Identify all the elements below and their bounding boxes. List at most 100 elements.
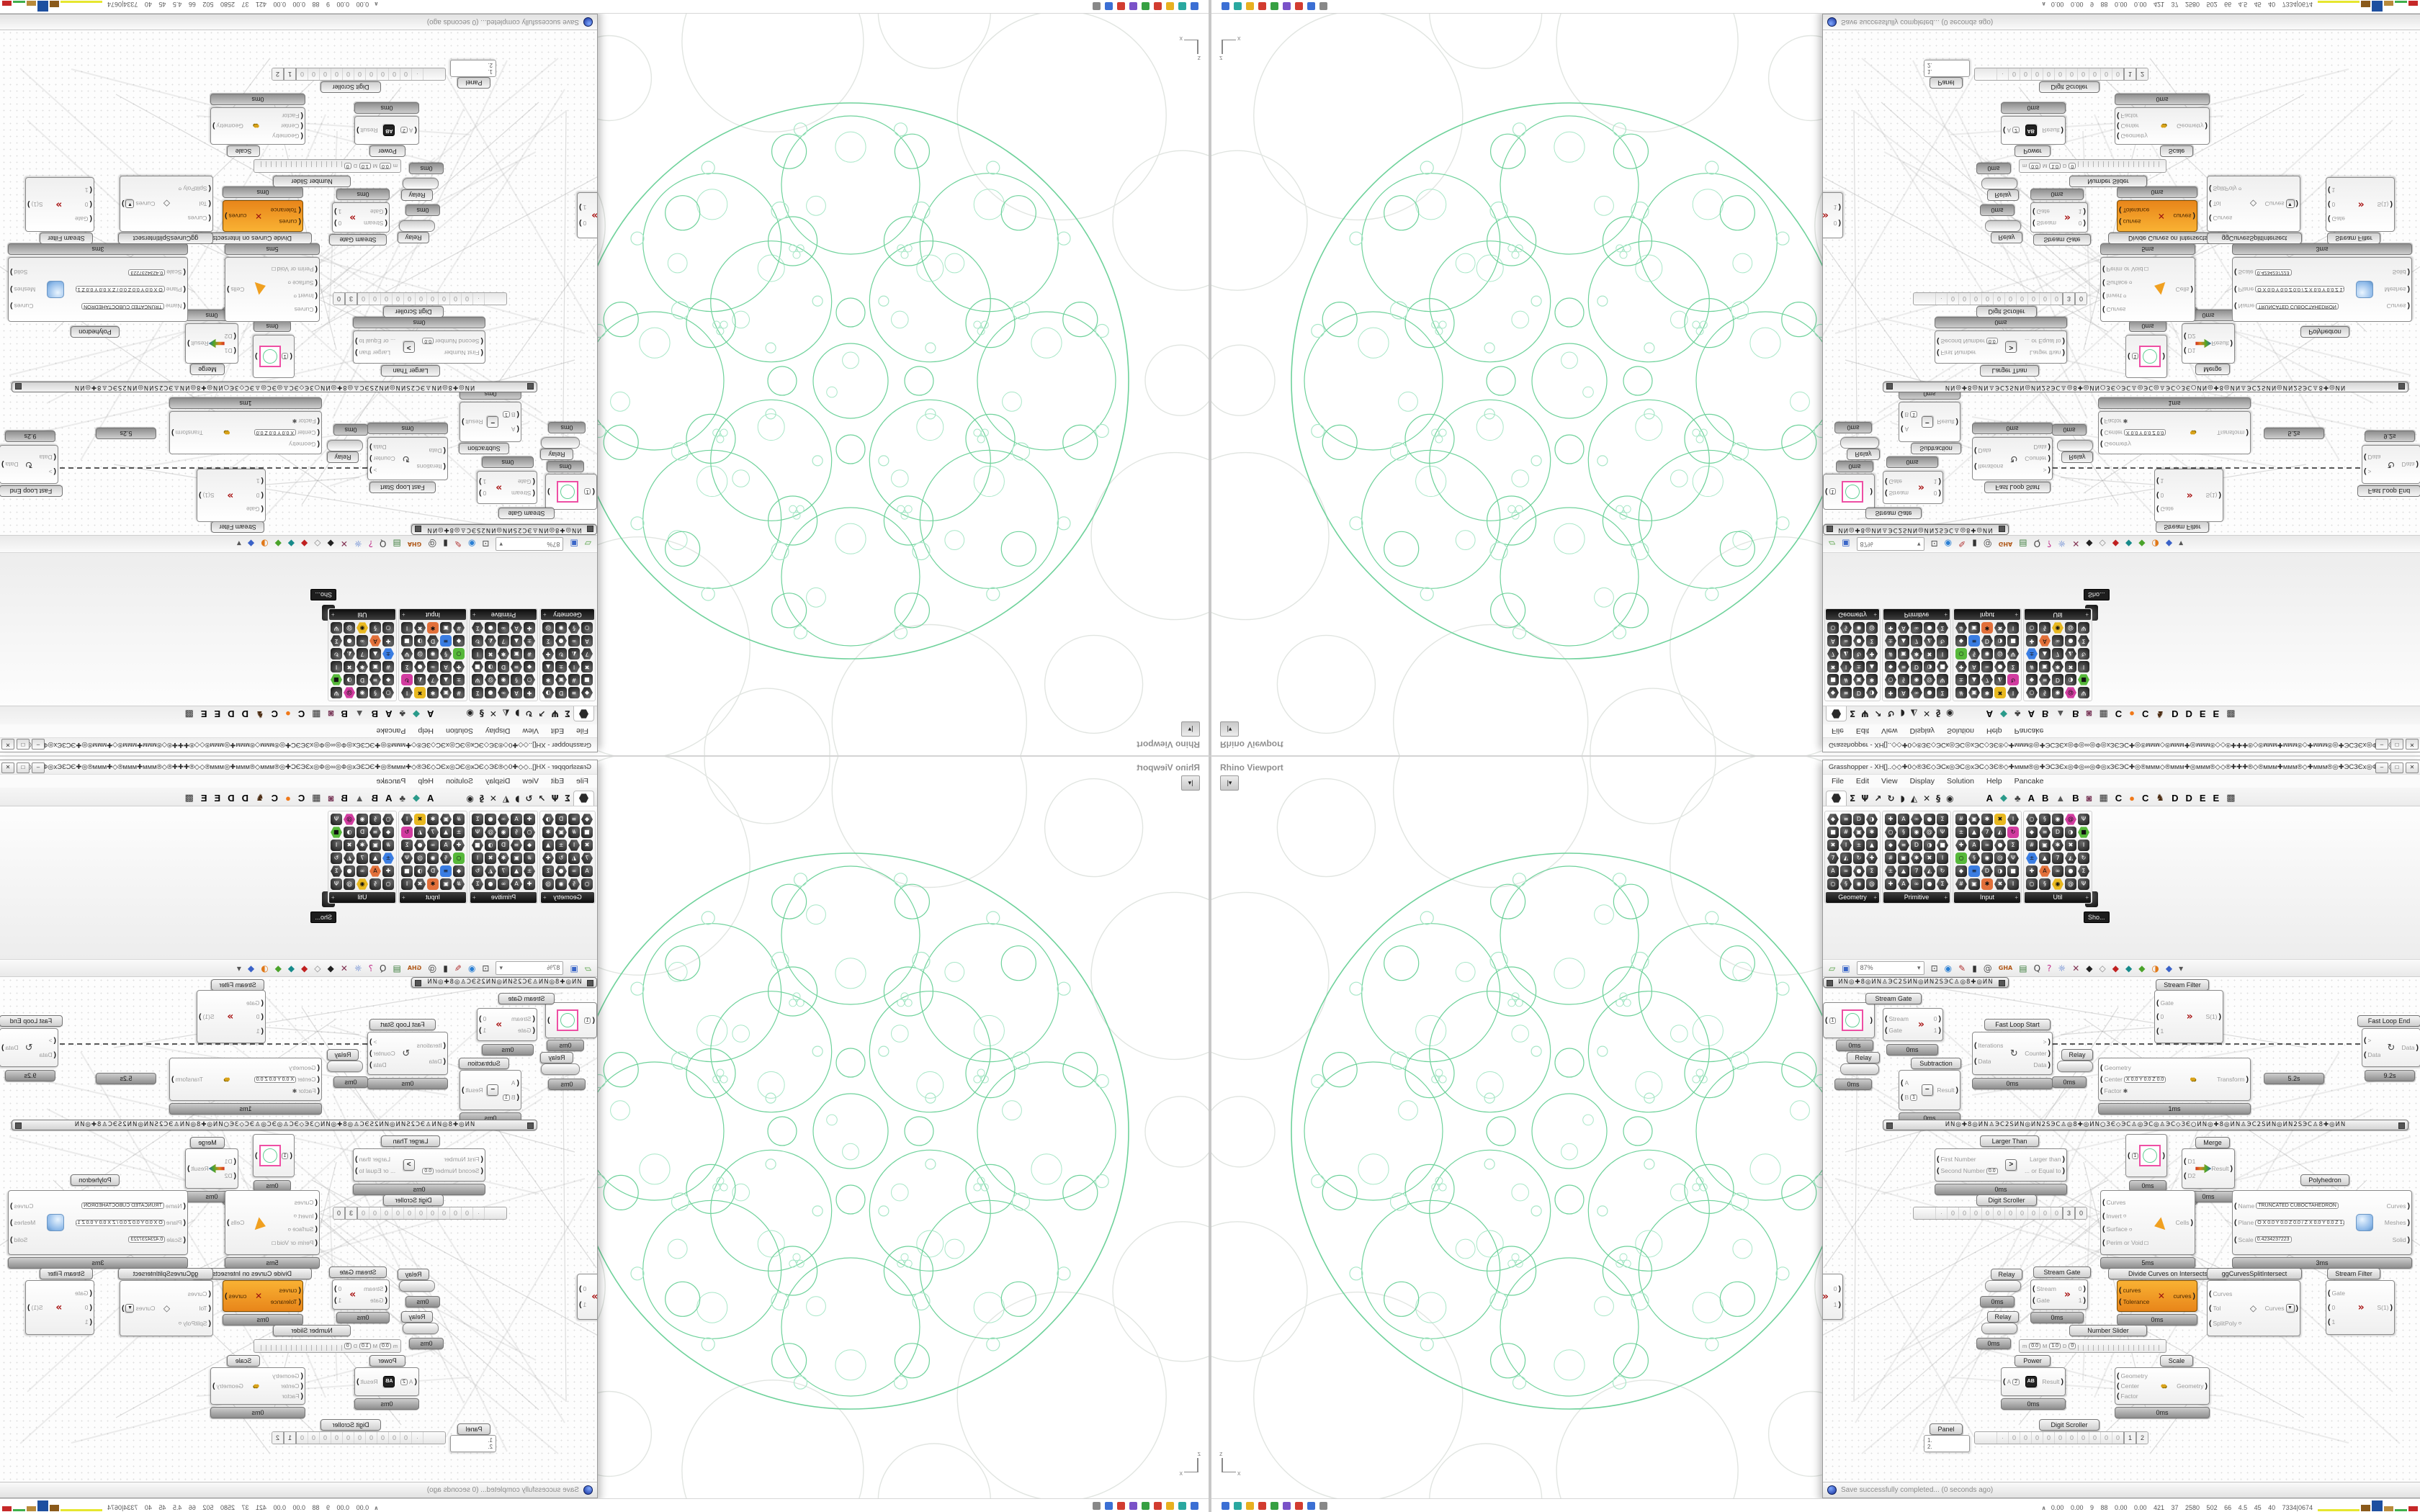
tab-plugin-13[interactable]: D bbox=[241, 793, 248, 804]
component-icon[interactable]: ▣ bbox=[440, 687, 452, 698]
taskbar-icon[interactable] bbox=[1166, 2, 1174, 10]
component-icon[interactable]: ≡ bbox=[440, 865, 452, 877]
minimize-button[interactable]: – bbox=[32, 739, 45, 750]
tab-plugin-3[interactable]: A bbox=[385, 708, 393, 719]
component-icon[interactable]: § bbox=[2039, 878, 2051, 890]
tab-plugin-7[interactable]: ◙ bbox=[2086, 793, 2092, 804]
component-icon[interactable]: § bbox=[369, 622, 381, 634]
component-icon[interactable]: ▲ bbox=[1968, 827, 1980, 838]
component-icon[interactable]: ○ bbox=[1885, 674, 1896, 685]
component-icon[interactable]: ✱ bbox=[427, 622, 439, 634]
component-icon[interactable]: I bbox=[2007, 622, 2019, 634]
gh-component[interactable]: (curves(Tolerance ✕ curves) bbox=[223, 200, 303, 232]
component-icon[interactable]: A bbox=[511, 622, 522, 634]
component-icon[interactable]: ✱ bbox=[427, 814, 439, 825]
component-icon[interactable]: 7 bbox=[427, 827, 439, 838]
component-icon[interactable]: # bbox=[382, 840, 394, 851]
maximize-button[interactable]: □ bbox=[17, 762, 30, 773]
gh-component[interactable]: (Geometry(Center X 0.0 Y 0.0 Z 0.0(Factor… bbox=[169, 411, 322, 454]
gh-component[interactable]: (1) bbox=[2125, 335, 2167, 378]
tab-plugin-3[interactable]: A bbox=[2027, 708, 2035, 719]
component-icon[interactable]: Ψ bbox=[472, 674, 483, 685]
panel-group-label[interactable]: Geometry + bbox=[541, 892, 594, 903]
close-button[interactable]: ✕ bbox=[2406, 762, 2419, 773]
component-icon[interactable]: ◉ bbox=[427, 852, 439, 864]
component-icon[interactable]: # bbox=[1955, 687, 1967, 698]
dropdown-icon[interactable]: ▾ bbox=[2179, 539, 2184, 549]
component-icon[interactable]: § bbox=[369, 687, 381, 698]
component-icon[interactable]: ◆ bbox=[1885, 661, 1896, 672]
component-icon[interactable]: ▣ bbox=[1968, 622, 1980, 634]
tab-plugin-8[interactable]: ▦ bbox=[312, 792, 321, 803]
gh-relay-node[interactable] bbox=[1981, 1323, 2017, 1334]
component-icon[interactable]: ✖ bbox=[1994, 878, 2006, 890]
gh-component[interactable]: (Gate(0(1» S(1)) bbox=[2154, 990, 2223, 1043]
component-icon[interactable]: ± bbox=[524, 865, 535, 877]
component-icon[interactable]: ● bbox=[2065, 865, 2076, 877]
tab-category-6[interactable]: ✕ bbox=[1923, 708, 1931, 719]
tab-category-7[interactable]: § bbox=[479, 708, 484, 719]
save-file-icon[interactable]: ▣ bbox=[570, 963, 578, 973]
tab-category-0[interactable]: Σ bbox=[1850, 708, 1856, 719]
tab-plugin-10[interactable]: ● bbox=[284, 708, 291, 719]
taskbar-icon[interactable] bbox=[1234, 2, 1242, 10]
component-icon[interactable]: Ψ bbox=[2078, 622, 2089, 634]
component-icon[interactable]: ● bbox=[485, 687, 496, 698]
component-icon[interactable]: ◉ bbox=[1911, 827, 1922, 838]
component-icon[interactable]: ◭ bbox=[485, 865, 496, 877]
bulb-icon[interactable]: ☼ bbox=[2058, 963, 2066, 973]
component-icon[interactable]: I bbox=[331, 661, 342, 672]
component-icon[interactable]: § bbox=[2039, 687, 2051, 698]
component-icon[interactable]: ✖ bbox=[2065, 840, 2076, 851]
component-icon[interactable]: ✱ bbox=[357, 661, 368, 672]
gh-component[interactable]: (Stream(Gate»0)1) bbox=[577, 192, 597, 238]
component-icon[interactable]: ◆ bbox=[1827, 814, 1839, 825]
component-icon[interactable]: 7 bbox=[1911, 635, 1922, 647]
viewport-menu-button[interactable]: |▾ bbox=[1181, 721, 1200, 737]
gh-component[interactable]: (1) bbox=[253, 335, 295, 378]
wires-icon[interactable]: ✕ bbox=[340, 963, 348, 973]
component-icon[interactable]: # bbox=[568, 827, 580, 838]
node-canvas[interactable]: ИN◎✚8◎ИN♙ЭС2SИN◎ИN2SЭС♙◎8✚◎ИN Stream Filt… bbox=[0, 977, 597, 1483]
component-icon[interactable]: ✱ bbox=[498, 852, 509, 864]
component-icon[interactable]: A bbox=[369, 635, 381, 647]
gh-relay-node[interactable] bbox=[1985, 220, 2021, 232]
component-icon[interactable]: ↻ bbox=[555, 648, 567, 660]
menu-item-edit[interactable]: Edit bbox=[1855, 726, 1870, 735]
component-icon[interactable]: ± bbox=[555, 661, 567, 672]
tab-params[interactable] bbox=[573, 706, 594, 721]
tab-plugin-8[interactable]: ▦ bbox=[2099, 709, 2108, 720]
gh-component[interactable]: (A 2 AB Result) bbox=[354, 116, 419, 145]
component-icon[interactable]: ● bbox=[344, 865, 355, 877]
component-icon[interactable]: # bbox=[1955, 622, 1967, 634]
component-icon[interactable]: ✚ bbox=[453, 661, 465, 672]
panel-group-label[interactable]: Util + bbox=[2025, 892, 2091, 903]
component-icon[interactable]: Σ bbox=[2078, 635, 2089, 647]
component-icon[interactable]: ✱ bbox=[2052, 661, 2063, 672]
component-icon[interactable]: D bbox=[1911, 840, 1922, 851]
component-icon[interactable]: I bbox=[568, 661, 580, 672]
maximize-button[interactable]: □ bbox=[2390, 762, 2403, 773]
component-icon[interactable]: ± bbox=[555, 840, 567, 851]
minimize-button[interactable]: – bbox=[2375, 739, 2388, 750]
dropdown-icon[interactable]: ▾ bbox=[236, 539, 241, 549]
tab-plugin-6[interactable]: B bbox=[341, 793, 348, 804]
tab-plugin-4[interactable]: B bbox=[371, 708, 379, 719]
component-icon[interactable]: ✱ bbox=[1911, 852, 1922, 864]
tab-category-4[interactable]: ◗ bbox=[515, 708, 520, 719]
menu-item-solution[interactable]: Solution bbox=[1947, 777, 1974, 786]
gem-white-icon[interactable]: ◇ bbox=[2099, 963, 2106, 973]
component-icon[interactable]: ✖ bbox=[1994, 687, 2006, 698]
gh-component[interactable]: (Stream(Gate»0)1) bbox=[477, 1008, 537, 1041]
gh-component[interactable]: (Geometry(Center(Factor ●● Geometry) bbox=[210, 1367, 305, 1405]
component-icon[interactable]: @ bbox=[344, 878, 355, 890]
tab-category-1[interactable]: Ψ bbox=[551, 708, 559, 719]
component-icon[interactable]: ▲ bbox=[369, 852, 381, 864]
component-icon[interactable]: ◭ bbox=[1924, 865, 1935, 877]
menu-item-file[interactable]: File bbox=[576, 726, 588, 735]
component-icon[interactable]: 7 bbox=[1827, 852, 1839, 864]
component-icon[interactable]: ▣ bbox=[2039, 840, 2051, 851]
component-icon[interactable]: ◉ bbox=[1911, 674, 1922, 685]
gh-component[interactable]: (D1(D2 Result) bbox=[2182, 1148, 2235, 1189]
taskbar-icon[interactable] bbox=[1258, 2, 1266, 10]
